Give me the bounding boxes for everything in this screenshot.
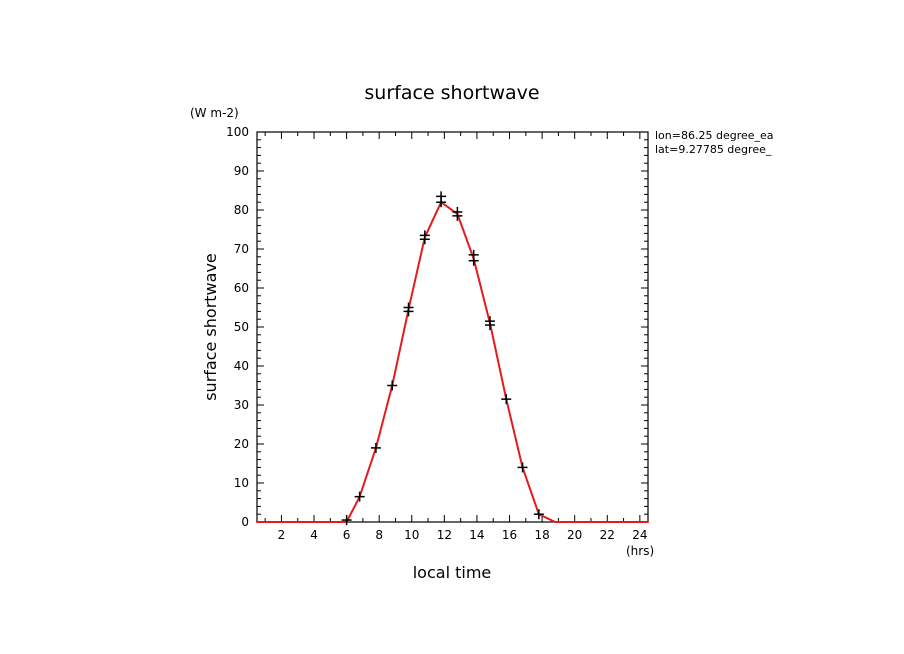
- y-tick-label: 10: [234, 476, 249, 490]
- y-tick-label: 80: [234, 203, 249, 217]
- x-tick-label: 10: [404, 528, 419, 542]
- y-tick-label: 60: [234, 281, 249, 295]
- series-layer: [256, 201, 649, 523]
- y-tick-label: 30: [234, 398, 249, 412]
- x-tick-label: 14: [469, 528, 484, 542]
- y-tick-label: 90: [234, 164, 249, 178]
- y-tick-label: 0: [241, 515, 249, 529]
- data-point-marker: [403, 302, 414, 313]
- lon-annotation: lon=86.25 degree_ea: [655, 129, 774, 142]
- data-point-marker: [354, 491, 365, 502]
- x-tick-label: 2: [278, 528, 286, 542]
- plot-frame: [256, 131, 649, 523]
- x-tick-label: 4: [310, 528, 318, 542]
- data-point-marker: [436, 191, 447, 202]
- y-axis-label: surface shortwave: [201, 253, 220, 401]
- data-point-marker: [501, 394, 512, 405]
- x-tick-label: 18: [534, 528, 549, 542]
- chart-title: surface shortwave: [364, 82, 539, 104]
- data-point-marker: [484, 316, 495, 327]
- data-point-marker: [341, 515, 352, 526]
- data-point-marker: [419, 230, 430, 241]
- data-point-marker: [517, 462, 528, 473]
- plot-frame-layer: [256, 131, 649, 523]
- x-tick-label: 20: [567, 528, 582, 542]
- y-tick-label: 20: [234, 437, 249, 451]
- y-unit-label: (W m-2): [190, 106, 239, 120]
- y-tick-label: 50: [234, 320, 249, 334]
- x-tick-label: 8: [375, 528, 383, 542]
- y-tick-label: 40: [234, 359, 249, 373]
- marker-layer: [341, 191, 544, 526]
- series-line: [256, 201, 649, 523]
- x-tick-label: 22: [600, 528, 615, 542]
- x-unit-label: (hrs): [626, 544, 654, 558]
- y-tick-label: 70: [234, 242, 249, 256]
- lat-annotation: lat=9.27785 degree_: [655, 143, 772, 156]
- x-tick-label: 12: [437, 528, 452, 542]
- x-axis-label: local time: [413, 563, 492, 582]
- data-point-marker: [452, 206, 463, 217]
- x-tick-label: 16: [502, 528, 517, 542]
- data-point-marker: [533, 509, 544, 520]
- x-tick-label: 6: [343, 528, 351, 542]
- y-tick-label: 100: [226, 125, 249, 139]
- data-point-marker: [468, 249, 479, 260]
- x-tick-label: 24: [632, 528, 647, 542]
- data-point-marker: [370, 442, 381, 453]
- data-point-marker: [387, 380, 398, 391]
